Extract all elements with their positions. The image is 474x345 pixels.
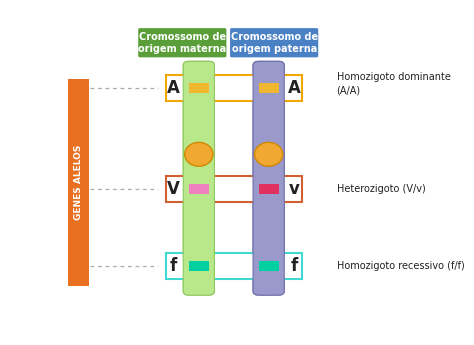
Bar	[189, 82, 209, 93]
Text: V: V	[167, 180, 180, 198]
FancyBboxPatch shape	[230, 28, 318, 57]
FancyBboxPatch shape	[138, 28, 227, 57]
FancyBboxPatch shape	[183, 61, 214, 295]
FancyBboxPatch shape	[253, 61, 284, 295]
Bar	[189, 260, 209, 271]
Bar	[258, 260, 279, 271]
Bar	[68, 79, 89, 286]
Bar	[189, 82, 209, 93]
Bar	[258, 260, 279, 271]
Bar	[189, 184, 209, 194]
Ellipse shape	[255, 142, 283, 166]
Text: A: A	[288, 79, 301, 97]
Bar	[166, 75, 301, 101]
Text: GENES ALELOS: GENES ALELOS	[74, 145, 83, 220]
Text: A: A	[167, 79, 180, 97]
Bar	[258, 82, 279, 93]
Bar	[166, 176, 301, 202]
Ellipse shape	[185, 142, 213, 166]
Bar	[258, 184, 279, 194]
Bar	[258, 184, 279, 194]
Text: v: v	[289, 180, 300, 198]
Text: Homozigoto recessivo (f/f): Homozigoto recessivo (f/f)	[337, 261, 465, 271]
Text: Cromossomo de
origem materna: Cromossomo de origem materna	[138, 32, 227, 53]
FancyBboxPatch shape	[253, 61, 284, 295]
Bar	[166, 253, 301, 279]
Text: Cromossomo de
origem paterna: Cromossomo de origem paterna	[230, 32, 318, 53]
Ellipse shape	[185, 142, 213, 166]
Text: Homozigoto dominante
(A/A): Homozigoto dominante (A/A)	[337, 72, 450, 96]
Bar	[258, 82, 279, 93]
FancyBboxPatch shape	[183, 61, 214, 295]
Text: f: f	[291, 257, 298, 275]
Text: f: f	[170, 257, 177, 275]
Bar	[189, 260, 209, 271]
Ellipse shape	[255, 142, 283, 166]
Text: Heterozigoto (V/v): Heterozigoto (V/v)	[337, 184, 425, 194]
Bar	[189, 184, 209, 194]
